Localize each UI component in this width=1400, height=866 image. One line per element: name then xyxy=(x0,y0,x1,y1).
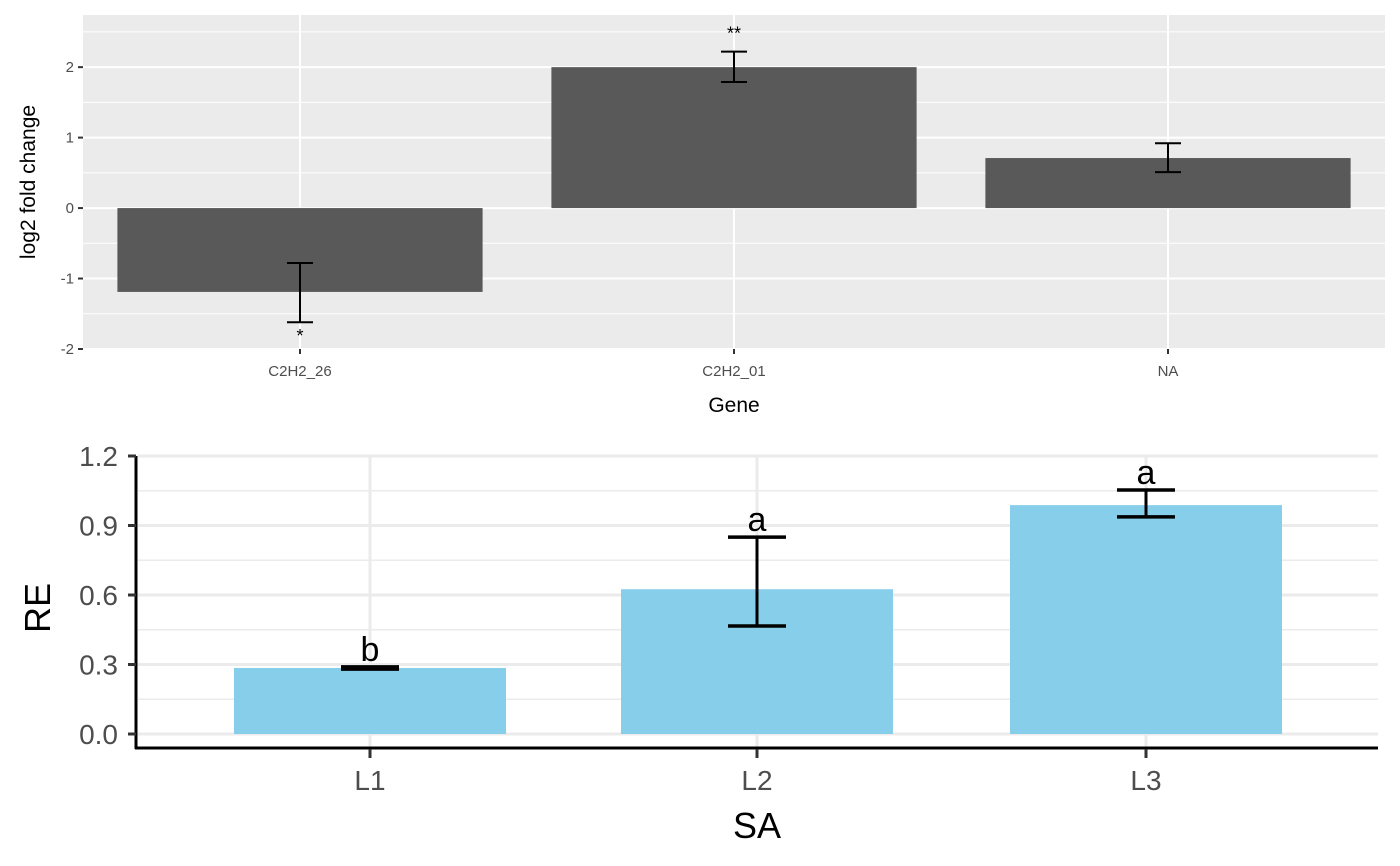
bar-C2H2_01 xyxy=(551,67,917,209)
significance-letter: a xyxy=(748,501,767,539)
y-tick-label: 1.2 xyxy=(79,441,118,472)
y-tick-label: -1 xyxy=(61,271,74,288)
bottom-y-axis: 1.2 0.9 0.6 0.3 0.0 xyxy=(79,441,136,750)
top-chart: *** 210-1-2 C2H2_26 C2H2_01 NA Gene log2 f… xyxy=(17,15,1385,417)
top-x-axis: C2H2_26 C2H2_01 NA xyxy=(268,349,1178,380)
top-y-axis: 2 1 0 -1 -2 xyxy=(61,59,83,358)
y-tick-label: 0.3 xyxy=(79,650,118,681)
bar-L1 xyxy=(234,667,506,734)
bar-L3 xyxy=(1010,505,1282,734)
x-tick-label: C2H2_26 xyxy=(268,363,331,380)
top-y-axis-title: log2 fold change xyxy=(17,105,40,259)
significance-label: * xyxy=(296,326,303,346)
top-annotations: *** xyxy=(296,24,741,347)
y-tick-label: 0 xyxy=(66,200,74,217)
x-tick-label: L1 xyxy=(354,765,385,796)
bottom-x-axis-title: SA xyxy=(733,805,781,846)
y-tick-label: 0.0 xyxy=(79,719,118,750)
bottom-y-axis-title: RE xyxy=(17,583,58,633)
bottom-error-bars xyxy=(341,488,1175,671)
x-tick-label: C2H2_01 xyxy=(702,363,765,380)
top-error-bars xyxy=(287,50,1181,324)
bottom-chart: b a a 1.2 0.9 0.6 0.3 0.0 L1 L2 L3 SA RE xyxy=(17,441,1378,846)
y-tick-label: 0.9 xyxy=(79,511,118,542)
bottom-x-axis: L1 L2 L3 xyxy=(354,749,1162,796)
x-tick-label: L2 xyxy=(741,765,772,796)
top-bars xyxy=(117,67,1351,292)
y-tick-label: -2 xyxy=(61,341,74,358)
y-tick-label: 2 xyxy=(66,59,74,76)
significance-label: ** xyxy=(727,24,741,44)
top-x-axis-title: Gene xyxy=(708,394,759,417)
x-tick-label: NA xyxy=(1158,363,1179,380)
x-tick-label: L3 xyxy=(1130,765,1161,796)
y-tick-label: 0.6 xyxy=(79,580,118,611)
bottom-annotations: b a a xyxy=(361,454,1156,669)
significance-letter: b xyxy=(361,631,380,669)
significance-letter: a xyxy=(1137,454,1156,492)
y-tick-label: 1 xyxy=(66,130,74,147)
